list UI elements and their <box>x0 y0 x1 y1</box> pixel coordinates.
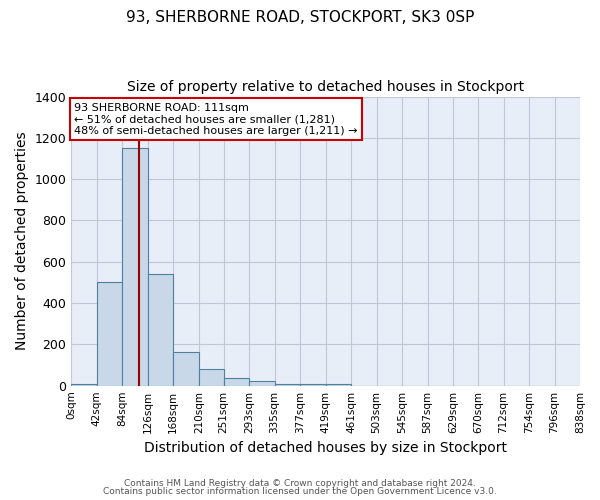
Bar <box>300 384 326 386</box>
Text: Contains HM Land Registry data © Crown copyright and database right 2024.: Contains HM Land Registry data © Crown c… <box>124 478 476 488</box>
Bar <box>173 352 199 386</box>
Bar <box>199 369 224 386</box>
Bar <box>326 384 351 386</box>
Text: 93, SHERBORNE ROAD, STOCKPORT, SK3 0SP: 93, SHERBORNE ROAD, STOCKPORT, SK3 0SP <box>126 10 474 25</box>
Bar <box>275 384 300 386</box>
Title: Size of property relative to detached houses in Stockport: Size of property relative to detached ho… <box>127 80 524 94</box>
Text: Contains public sector information licensed under the Open Government Licence v3: Contains public sector information licen… <box>103 487 497 496</box>
Bar <box>249 380 275 386</box>
Bar <box>224 378 249 386</box>
Y-axis label: Number of detached properties: Number of detached properties <box>15 132 29 350</box>
Bar <box>97 282 122 386</box>
Bar <box>148 274 173 386</box>
Text: 93 SHERBORNE ROAD: 111sqm
← 51% of detached houses are smaller (1,281)
48% of se: 93 SHERBORNE ROAD: 111sqm ← 51% of detac… <box>74 103 358 136</box>
X-axis label: Distribution of detached houses by size in Stockport: Distribution of detached houses by size … <box>144 441 507 455</box>
Bar <box>71 384 97 386</box>
Bar <box>122 148 148 386</box>
